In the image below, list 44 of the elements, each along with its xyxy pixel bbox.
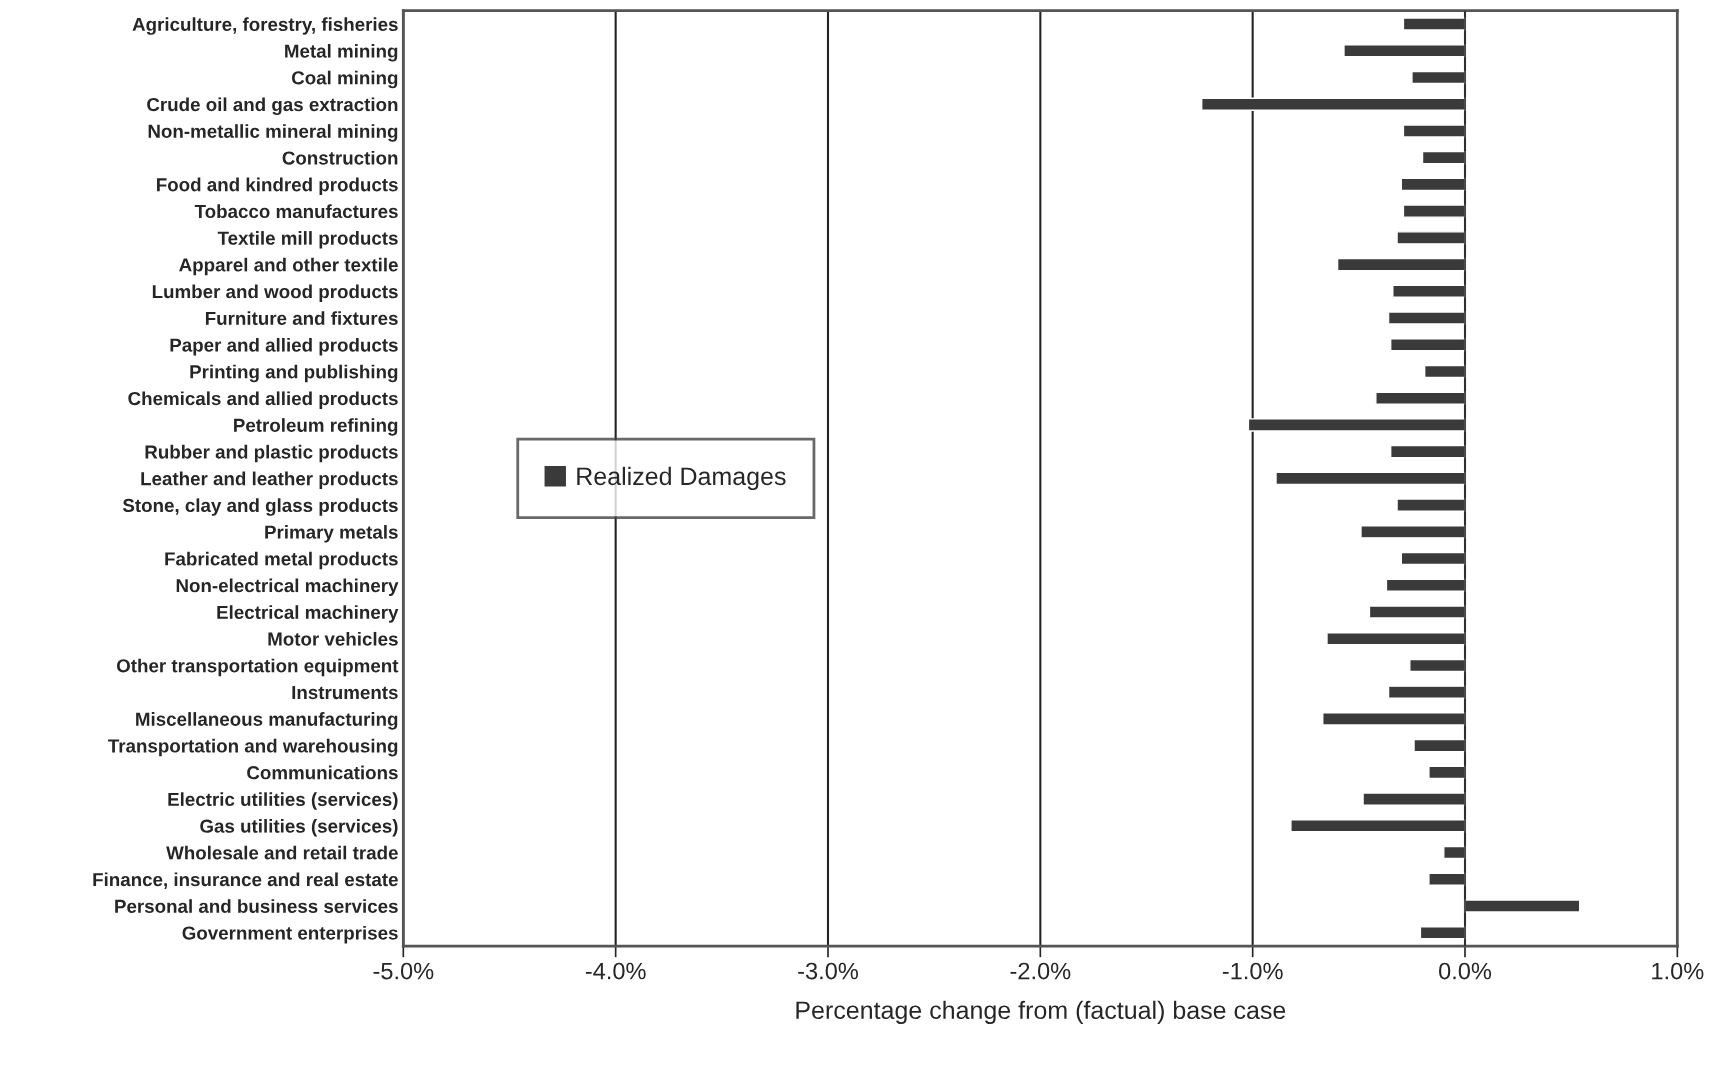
x-tick-label: -1.0% (1222, 962, 1283, 980)
y-tick-label: Primary metals (265, 525, 398, 543)
y-tick-label: Fabricated metal products (165, 551, 398, 570)
y-tick-label: Metal mining (285, 43, 398, 62)
legend-label: Realized Damages (577, 466, 786, 491)
x-axis-title: Percentage change from (factual) base case (796, 1000, 1286, 1025)
y-tick-label: Agriculture, forestry, fisheries (132, 17, 398, 35)
y-tick-label: Lumber and wood products (152, 284, 398, 302)
y-tick-label: Coal mining (291, 70, 398, 89)
y-tick-label: Construction (282, 150, 398, 165)
y-tick-label: Furniture and fixtures (205, 311, 398, 326)
y-tick-label: Non-electrical machinery (176, 578, 399, 596)
y-tick-label: Paper and allied products (170, 337, 398, 356)
x-tick-label: 0.0% (1439, 962, 1492, 980)
y-tick-label: Apparel and other textile (179, 257, 398, 276)
y-tick-label: Rubber and plastic products (145, 444, 398, 463)
y-tick-label: Other transportation equipment (116, 658, 399, 677)
y-tick-label: Leather and leather products (141, 471, 398, 490)
x-tick-label: -2.0% (1010, 962, 1071, 980)
y-tick-label: Printing and publishing (190, 364, 398, 383)
y-tick-label: Petroleum refining (234, 418, 398, 436)
y-tick-label: Crude oil and gas extraction (147, 97, 398, 115)
y-tick-label: Finance, insurance and real estate (93, 872, 398, 889)
y-tick-label: Instruments (292, 686, 398, 700)
y-tick-label: Electric utilities (services) (168, 792, 398, 810)
x-tick-label: -5.0% (373, 962, 434, 980)
y-tick-label: Government enterprises (182, 925, 398, 944)
x-tick-label: 1.0% (1652, 962, 1704, 980)
y-tick-label: Textile mill products (217, 231, 398, 249)
y-tick-label: Chemicals and allied products (128, 391, 398, 409)
y-tick-label: Non-metallic mineral mining (148, 124, 398, 142)
y-tick-label: Personal and business services (115, 899, 398, 913)
y-tick-label: Communications (247, 765, 398, 780)
y-tick-label: Stone, clay and glass products (122, 498, 398, 516)
y-tick-label: Transportation and warehousing (108, 738, 398, 757)
y-tick-label: Wholesale and retail trade (166, 845, 398, 860)
y-tick-label: Tobacco manufactures (194, 204, 398, 219)
y-tick-label: Gas utilities (services) (200, 819, 398, 837)
x-tick-label: -3.0% (798, 962, 858, 980)
y-tick-label: Food and kindred products (157, 177, 398, 196)
y-tick-label: Electrical machinery (217, 605, 399, 623)
y-tick-label: Miscellaneous manufacturing (136, 712, 398, 730)
x-tick-label: -4.0% (585, 962, 646, 980)
y-tick-label: Motor vehicles (268, 631, 398, 646)
